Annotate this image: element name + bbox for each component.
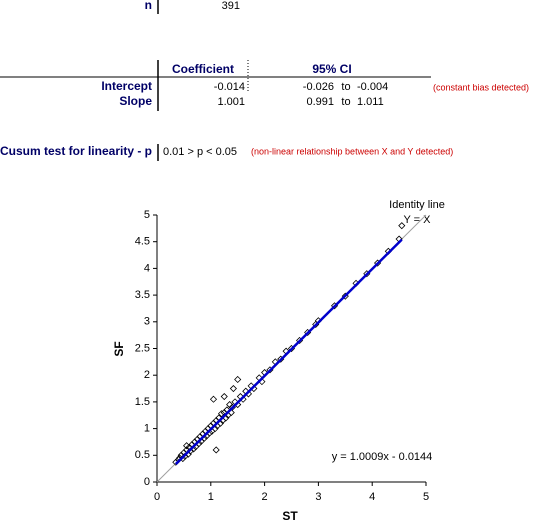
scatter-point [229,384,237,393]
note: (constant bias detected) [433,82,529,92]
n-label: n [145,0,152,12]
ci-high: -0.004 [357,81,388,93]
y-tick-label: 5 [144,209,150,221]
row-label: Slope [119,94,152,108]
y-tick-label: 2 [144,369,150,381]
y-tick-label: 0 [144,476,150,488]
y-tick-label: 0.5 [135,449,150,461]
row-label: Intercept [101,79,152,93]
ci-to: to [341,96,350,108]
y-tick-label: 2.5 [135,342,150,354]
scatter-point [234,375,242,384]
annotation: Identity line [389,199,445,211]
trend-line [174,238,403,465]
scatter-point [209,395,218,403]
ci-low: 0.991 [306,96,334,108]
header: 95% CI [312,62,351,76]
x-tick-label: 4 [369,491,375,503]
scatter-point [212,446,220,454]
scatter-point [220,392,228,401]
coefficient: -0.014 [214,81,245,93]
y-axis-label: SF [112,341,126,356]
cusum-result: 0.01 > p < 0.05 [163,146,237,158]
x-tick-label: 1 [208,491,214,503]
ci-to: to [341,81,350,93]
x-tick-label: 0 [154,491,160,503]
x-tick-label: 2 [262,491,268,503]
coefficient: 1.001 [217,96,245,108]
scatter-point [217,410,226,418]
trend-equation: y = 1.0009x - 0.0144 [332,451,433,463]
y-tick-label: 3 [144,316,150,328]
note: (non-linear relationship between X and Y… [251,146,453,156]
x-axis-label: ST [282,509,298,523]
y-tick-label: 4.5 [135,236,150,248]
n-value: 391 [222,0,240,12]
cusum-label: Cusum test for linearity - p [0,144,152,158]
y-tick-label: 3.5 [135,289,150,301]
header: Coefficient [172,62,234,76]
y-tick-label: 4 [144,262,150,274]
ci-high: 1.011 [357,96,384,108]
y-tick-label: 1 [144,423,150,435]
y-tick-label: 1.5 [135,396,150,408]
x-tick-label: 5 [423,491,429,503]
x-tick-label: 3 [315,491,321,503]
ci-low: -0.026 [303,81,334,93]
scatter-point [398,222,406,230]
